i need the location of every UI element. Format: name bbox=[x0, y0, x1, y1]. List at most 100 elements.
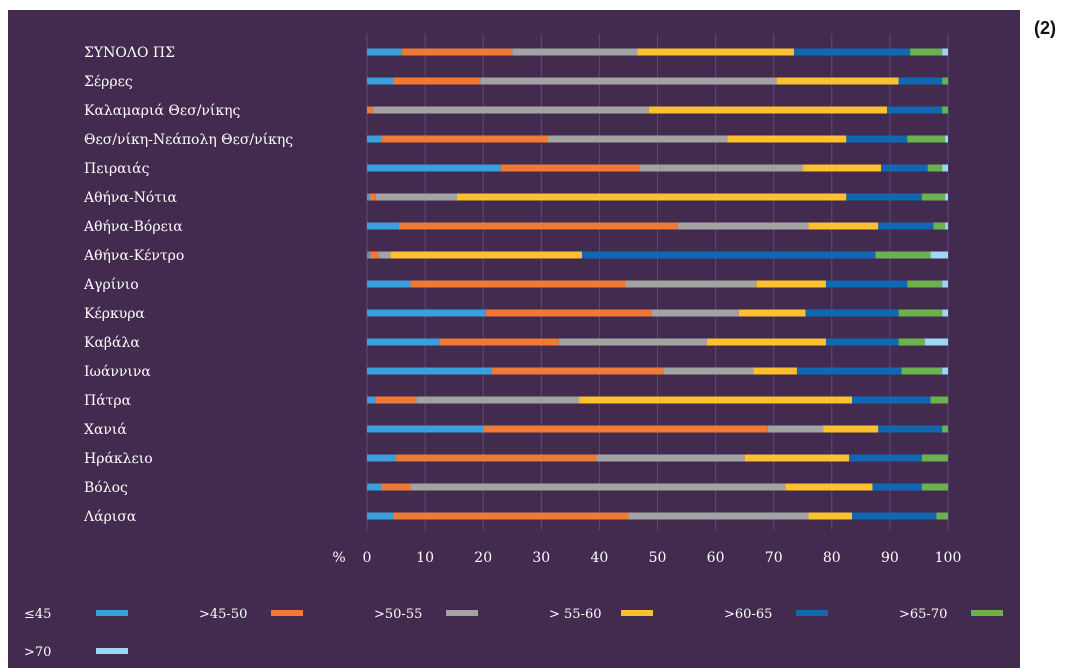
bar-segment bbox=[625, 280, 757, 288]
bar-segment bbox=[936, 512, 948, 520]
bar-segment bbox=[367, 222, 399, 230]
bar-segment bbox=[924, 338, 948, 346]
bar-segment bbox=[375, 396, 417, 404]
bar-segment bbox=[367, 483, 382, 491]
stacked-bar-chart: ΣΥΝΟΛΟ ΠΣ Σέρρες Καλαμαριά Θεσ/νίκης Θεσ/νί… bbox=[24, 34, 1003, 660]
bar-segment bbox=[547, 135, 728, 143]
x-tick-label: 0 bbox=[363, 550, 372, 566]
bar-segment bbox=[727, 135, 847, 143]
bar-segment bbox=[796, 367, 902, 375]
bar-segment bbox=[942, 309, 948, 317]
bar-segment bbox=[640, 164, 803, 172]
legend-swatch bbox=[271, 610, 303, 616]
x-tick-label: 70 bbox=[765, 550, 783, 566]
bar-segment bbox=[945, 222, 948, 230]
bar-segment bbox=[372, 106, 649, 114]
bar-segment bbox=[875, 251, 931, 259]
bar-segment bbox=[872, 483, 922, 491]
bar-segment bbox=[378, 251, 391, 259]
bar-segment bbox=[942, 280, 948, 288]
category-label: Αγρίνιο bbox=[83, 276, 139, 293]
bar-segment bbox=[756, 280, 826, 288]
bar-segment bbox=[558, 338, 707, 346]
bar-segment bbox=[375, 193, 458, 201]
bar-segment bbox=[663, 367, 754, 375]
bar-segment bbox=[381, 135, 548, 143]
legend-swatch bbox=[96, 648, 128, 654]
x-tick-label: 50 bbox=[649, 550, 667, 566]
bar-segment bbox=[637, 48, 795, 56]
bar-segment bbox=[401, 48, 513, 56]
bar-segment bbox=[930, 396, 948, 404]
bar-segment bbox=[825, 280, 908, 288]
bar-segment bbox=[367, 251, 370, 259]
bar-segment bbox=[901, 367, 943, 375]
bar-segment bbox=[369, 193, 376, 201]
bar-segment bbox=[942, 106, 948, 114]
x-tick-label: 60 bbox=[707, 550, 725, 566]
bar-segment bbox=[898, 338, 925, 346]
bar-segment bbox=[367, 338, 440, 346]
bar-segment bbox=[921, 454, 948, 462]
bar-segment bbox=[596, 454, 745, 462]
figure-number: (2) bbox=[1034, 18, 1056, 38]
bar-segment bbox=[808, 222, 879, 230]
x-axis-unit: % bbox=[332, 550, 345, 566]
bar-segment bbox=[677, 222, 809, 230]
bar-segment bbox=[776, 77, 899, 85]
bar-segment bbox=[878, 425, 943, 433]
legend-swatch bbox=[96, 610, 128, 616]
bar-segment bbox=[367, 280, 411, 288]
category-label: Θεσ/νίκη-Νεάπολη Θεσ/νίκης bbox=[84, 131, 293, 148]
bar-segment bbox=[480, 77, 777, 85]
category-label: Κέρκυρα bbox=[84, 305, 145, 322]
category-label: ΣΥΝΟΛΟ ΠΣ bbox=[84, 45, 175, 61]
x-tick-label: 40 bbox=[590, 550, 608, 566]
category-label: Καβάλα bbox=[84, 335, 140, 351]
category-label: Πειραιάς bbox=[84, 161, 150, 177]
bar-segment bbox=[706, 338, 826, 346]
bar-segment bbox=[396, 454, 597, 462]
bar-segment bbox=[367, 396, 376, 404]
bar-segment bbox=[823, 425, 879, 433]
bar-segment bbox=[410, 280, 626, 288]
bar-segment bbox=[881, 164, 928, 172]
bar-segment bbox=[849, 454, 922, 462]
bar-segment bbox=[767, 425, 824, 433]
legend-swatch bbox=[971, 610, 1003, 616]
bar-segment bbox=[942, 164, 948, 172]
bar-segment bbox=[416, 396, 580, 404]
category-label: Ιωάννινα bbox=[84, 364, 151, 380]
x-tick-label: 10 bbox=[416, 550, 434, 566]
bar-segment bbox=[907, 135, 946, 143]
x-tick-label: 100 bbox=[935, 550, 962, 566]
x-tick-label: 20 bbox=[474, 550, 492, 566]
bar-segment bbox=[886, 106, 943, 114]
bar-segment bbox=[852, 512, 937, 520]
bar-segment bbox=[927, 164, 943, 172]
bar-segment bbox=[942, 48, 948, 56]
bar-segment bbox=[898, 309, 943, 317]
bar-segment bbox=[628, 512, 809, 520]
bar-segment bbox=[942, 77, 948, 85]
legend-label: >70 bbox=[24, 645, 51, 660]
bar-segment bbox=[367, 106, 373, 114]
bar-segment bbox=[933, 222, 946, 230]
bar-segment bbox=[369, 251, 379, 259]
legend-swatch bbox=[621, 610, 653, 616]
bar-segment bbox=[367, 425, 484, 433]
bar-segment bbox=[367, 135, 382, 143]
category-label: Ηράκλειο bbox=[84, 451, 153, 467]
bar-segment bbox=[410, 483, 786, 491]
category-label: Καλαμαριά Θεσ/νίκης bbox=[84, 102, 241, 119]
bar-segment bbox=[486, 309, 652, 317]
x-tick-label: 30 bbox=[532, 550, 550, 566]
category-label: Σέρρες bbox=[84, 73, 133, 90]
bar-segment bbox=[878, 222, 934, 230]
bar-segment bbox=[785, 483, 873, 491]
bar-segment bbox=[367, 193, 370, 201]
bar-segment bbox=[910, 48, 943, 56]
bar-segment bbox=[367, 454, 397, 462]
category-label: Χανιά bbox=[84, 422, 127, 438]
category-label: Αθήνα-Βόρεια bbox=[83, 219, 183, 235]
